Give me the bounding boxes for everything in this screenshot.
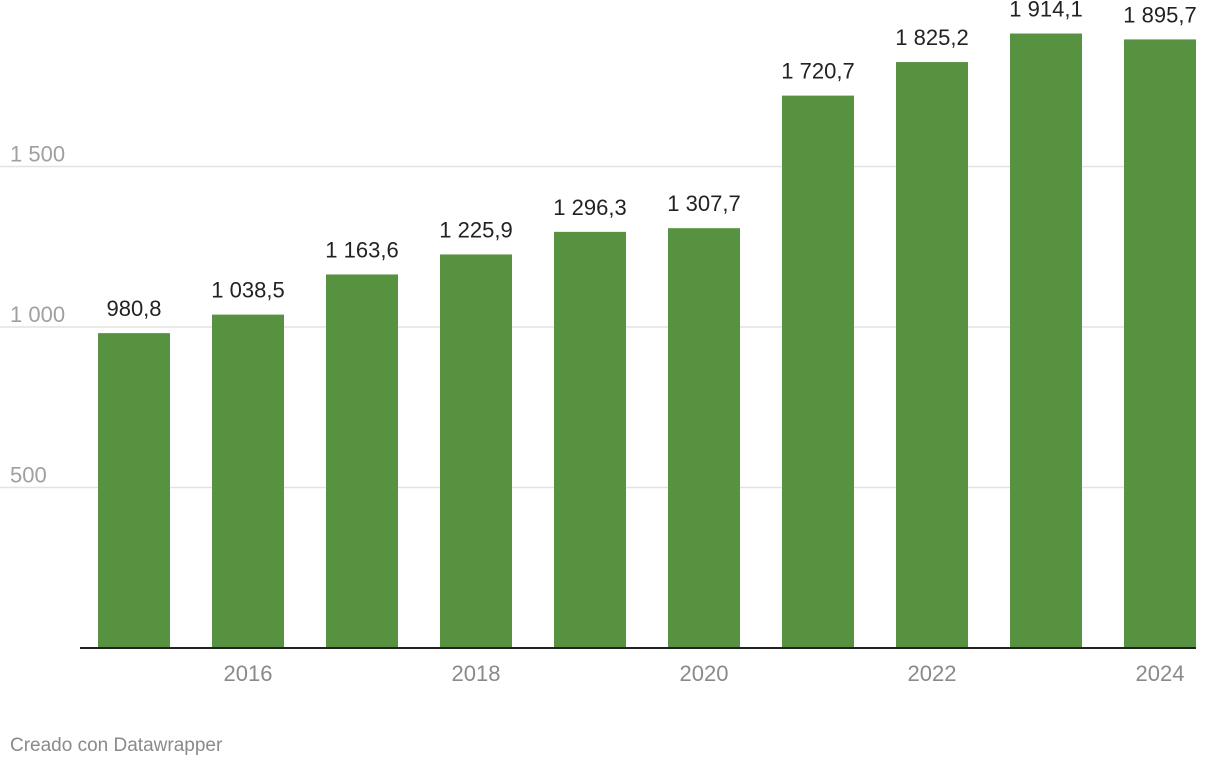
data-label: 1 307,7 — [667, 191, 740, 216]
bars — [98, 33, 1196, 649]
y-tick-label: 500 — [10, 462, 47, 487]
x-tick-label: 2020 — [680, 661, 729, 686]
data-label: 1 914,1 — [1009, 0, 1082, 22]
data-label: 1 296,3 — [553, 195, 626, 220]
bar — [668, 228, 740, 648]
y-tick-label: 1 500 — [10, 141, 65, 166]
bar — [98, 333, 170, 648]
bar — [554, 231, 626, 648]
bar — [782, 95, 854, 648]
y-axis-tick-labels: 500 1 000 1 500 — [10, 141, 65, 487]
bar — [326, 274, 398, 648]
y-tick-label: 1 000 — [10, 302, 65, 327]
data-label: 1 038,5 — [211, 278, 284, 303]
footer-credit: Creado con Datawrapper — [10, 735, 223, 756]
data-labels: 980,8 1 038,5 1 163,6 1 225,9 1 296,3 1 307,7… — [106, 0, 1196, 321]
data-label: 980,8 — [106, 296, 161, 321]
x-tick-label: 2022 — [908, 661, 957, 686]
data-label: 1 225,9 — [439, 217, 512, 242]
bar — [1010, 33, 1082, 648]
bar — [212, 314, 284, 648]
data-label: 1 825,2 — [895, 25, 968, 50]
data-label: 1 895,7 — [1123, 2, 1196, 27]
bar — [1124, 39, 1196, 648]
bar — [896, 62, 968, 648]
x-tick-label: 2024 — [1136, 661, 1185, 686]
data-label: 1 163,6 — [325, 237, 398, 262]
x-tick-label: 2018 — [452, 661, 501, 686]
bar — [440, 254, 512, 649]
x-axis-tick-labels: 2016 2018 2020 2022 2024 — [224, 661, 1185, 686]
x-tick-label: 2016 — [224, 661, 273, 686]
data-label: 1 720,7 — [781, 59, 854, 84]
